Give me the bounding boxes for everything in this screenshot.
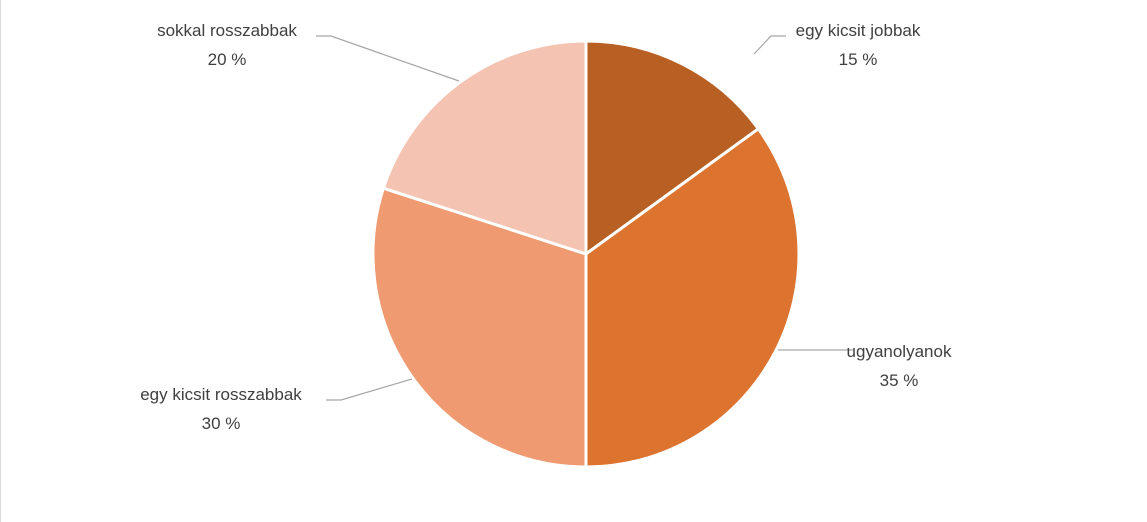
pie-slice-sokkal-rosszabbak xyxy=(381,39,588,256)
leader-line xyxy=(753,35,786,55)
pie-slice-ugyanolyanok xyxy=(584,127,801,469)
slice-category-label: ugyanolyanok xyxy=(847,342,952,361)
slice-category-label: egy kicsit rosszabbak xyxy=(140,385,302,404)
leader-lines xyxy=(316,35,853,401)
slice-category-label: sokkal rosszabbak xyxy=(157,21,297,40)
leader-line xyxy=(316,35,460,82)
pie-slice-egy-kicsit-rosszabbak xyxy=(371,186,588,469)
pie-slice-egy-kicsit-jobbak xyxy=(584,39,760,256)
pie-slices xyxy=(371,39,801,469)
data-labels: egy kicsit jobbak 15 % ugyanolyanok 35 % egy… xyxy=(140,21,952,433)
slice-value-label: 35 % xyxy=(880,371,919,390)
slice-value-label: 15 % xyxy=(839,50,878,69)
slice-value-label: 30 % xyxy=(202,414,241,433)
slice-category-label: egy kicsit jobbak xyxy=(796,21,921,40)
leader-line xyxy=(326,378,413,401)
slice-value-label: 20 % xyxy=(208,50,247,69)
